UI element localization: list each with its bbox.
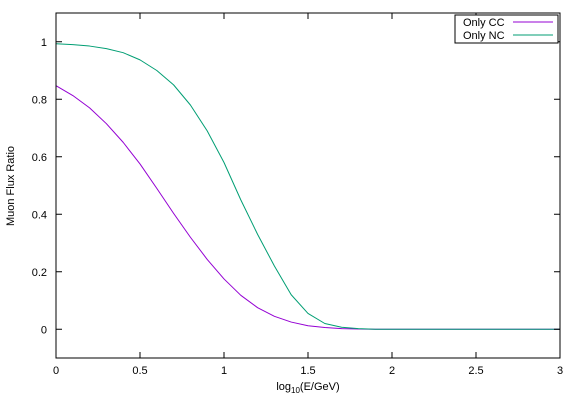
x-tick-label: 0.5 [132, 365, 147, 377]
x-axis: 0 0.5 1 1.5 2 2.5 3 [53, 13, 563, 377]
plot-series [55, 43, 560, 330]
x-tick-label: 1 [221, 365, 227, 377]
x-axis-label-suffix: (E/GeV) [300, 381, 340, 393]
y-tick-label: 0.2 [32, 267, 47, 279]
legend-label-only-cc: Only CC [463, 17, 505, 29]
y-axis-label: Muon Flux Ratio [5, 146, 17, 226]
legend-label-only-nc: Only NC [463, 30, 505, 42]
series-line-only-nc [55, 43, 560, 330]
x-tick-label: 2 [389, 365, 395, 377]
y-tick-label: 1 [41, 37, 47, 49]
x-axis-label: log10(E/GeV) [276, 381, 339, 395]
y-tick-label: 0.4 [32, 209, 47, 221]
x-tick-label: 1.5 [300, 365, 315, 377]
x-axis-label-sub: 10 [291, 386, 300, 395]
y-tick-label: 0.6 [32, 152, 47, 164]
x-axis-label-prefix: log [276, 381, 291, 393]
y-tick-label: 0.8 [32, 94, 47, 106]
x-tick-label: 2.5 [468, 365, 483, 377]
x-tick-label: 0 [53, 365, 59, 377]
legend: Only CC Only NC [454, 14, 559, 44]
x-tick-label: 3 [557, 365, 563, 377]
plot-frame [55, 12, 561, 359]
y-axis: 0 0.2 0.4 0.6 0.8 1 [32, 37, 560, 336]
y-tick-label: 0 [41, 324, 47, 336]
legend-box [454, 14, 559, 44]
